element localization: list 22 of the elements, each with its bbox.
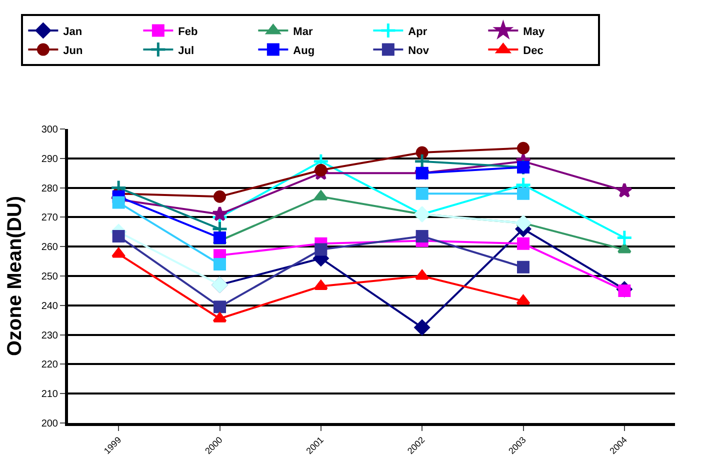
- y-tick-label: 280: [41, 183, 58, 194]
- y-tick-label: 200: [41, 418, 58, 430]
- legend-label: May: [523, 26, 546, 38]
- y-tick-label: 290: [41, 154, 58, 165]
- y-axis-title: Ozone Mean(DU): [4, 196, 26, 356]
- legend-label: Jul: [178, 44, 194, 57]
- legend-label: Nov: [408, 44, 430, 57]
- legend-label: Mar: [293, 26, 314, 38]
- y-tick-label: 300: [41, 124, 58, 136]
- y-tick-label: 220: [41, 360, 58, 371]
- y-tick-label: 230: [41, 330, 58, 342]
- y-tick-label: 270: [41, 212, 58, 224]
- legend-label: Dec: [523, 44, 544, 57]
- legend-label: Apr: [408, 26, 428, 38]
- legend-label: Aug: [293, 44, 315, 57]
- y-tick-label: 260: [41, 242, 58, 254]
- y-tick-label: 250: [41, 272, 58, 282]
- y-tick-label: 210: [41, 389, 58, 400]
- y-tick-label: 240: [41, 300, 58, 312]
- legend-label: Jan: [63, 26, 82, 38]
- legend-label: Feb: [178, 26, 198, 38]
- legend-label: Jun: [63, 44, 84, 57]
